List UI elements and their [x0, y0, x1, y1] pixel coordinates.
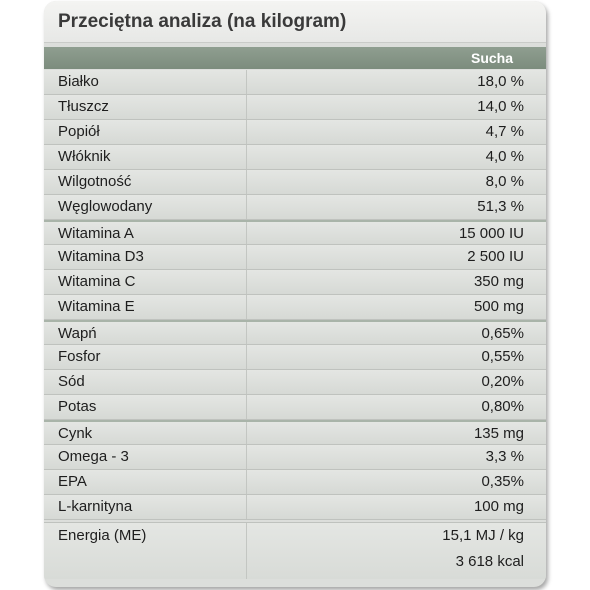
table-row: Witamina C 350 mg — [44, 270, 546, 295]
nutrient-name: Wilgotność — [58, 173, 132, 190]
nutrient-name: Włóknik — [58, 148, 111, 165]
header-name-cell — [44, 47, 246, 69]
nutrient-value: 15 000 IU — [458, 225, 524, 242]
table-row: Popiół 4,7 % — [44, 120, 546, 145]
nutrient-name: Wapń — [58, 325, 97, 342]
nutrient-value: 0,35% — [481, 473, 524, 490]
energy-label: Energia (ME) — [58, 527, 147, 544]
table-row: Białko 18,0 % — [44, 70, 546, 95]
table-row: Cynk 135 mg — [44, 420, 546, 445]
nutrient-name: Popiół — [58, 123, 100, 140]
header-value-cell: Sucha — [470, 50, 513, 66]
nutrient-name: Węglowodany — [58, 198, 153, 215]
table-row: Fosfor 0,55% — [44, 345, 546, 370]
nutrient-value: 135 mg — [473, 425, 524, 442]
table-row: Tłuszcz 14,0 % — [44, 95, 546, 120]
energy-value-kcal: 3 618 kcal — [455, 553, 524, 570]
nutrient-value: 0,65% — [481, 325, 524, 342]
nutrient-name: Fosfor — [58, 348, 101, 365]
nutrient-value: 0,55% — [481, 348, 524, 365]
nutrient-name: Tłuszcz — [58, 98, 109, 115]
nutrient-value: 2 500 IU — [467, 248, 524, 265]
nutrient-name: Białko — [58, 73, 99, 90]
table-row: Wilgotność 8,0 % — [44, 170, 546, 195]
nutrient-name: L-karnityna — [58, 498, 133, 515]
table-row: EPA 0,35% — [44, 470, 546, 495]
nutrient-value: 51,3 % — [477, 198, 524, 215]
table-row: Witamina A 15 000 IU — [44, 220, 546, 245]
nutrient-value: 350 mg — [473, 273, 524, 290]
nutrient-value: 4,7 % — [485, 123, 524, 140]
nutrient-name: EPA — [58, 473, 87, 490]
table-row: Witamina D3 2 500 IU — [44, 245, 546, 270]
energy-value-mj: 15,1 MJ / kg — [442, 527, 524, 544]
nutrient-value: 14,0 % — [477, 98, 524, 115]
table-row: L-karnityna 100 mg — [44, 495, 546, 520]
table-row: Potas 0,80% — [44, 395, 546, 420]
nutrient-name: Sód — [58, 373, 85, 390]
nutrient-value: 18,0 % — [477, 73, 524, 90]
nutrient-value: 8,0 % — [485, 173, 524, 190]
nutrient-name: Omega - 3 — [58, 448, 129, 465]
card-title: Przeciętna analiza (na kilogram) — [44, 1, 546, 43]
nutrient-name: Cynk — [58, 425, 93, 442]
analysis-card: Przeciętna analiza (na kilogram) Sucha B… — [44, 1, 546, 587]
nutrient-value: 0,20% — [481, 373, 524, 390]
nutrient-name: Witamina D3 — [58, 248, 144, 265]
nutrient-table: Białko 18,0 % Tłuszcz 14,0 % Popiół 4,7 % Włók… — [44, 70, 546, 520]
nutrient-value: 0,80% — [481, 398, 524, 415]
table-row: Sód 0,20% — [44, 370, 546, 395]
table-row: Omega - 3 3,3 % — [44, 445, 546, 470]
nutrient-value: 500 mg — [473, 298, 524, 315]
nutrient-name: Witamina A — [58, 225, 134, 242]
table-header: Sucha — [44, 47, 546, 69]
nutrient-name: Witamina C — [58, 273, 136, 290]
nutrient-name: Witamina E — [58, 298, 135, 315]
nutrient-value: 3,3 % — [485, 448, 524, 465]
table-row: Witamina E 500 mg — [44, 295, 546, 320]
energy-row: Energia (ME) 15,1 MJ / kg 3 618 kcal — [44, 522, 546, 579]
nutrient-value: 100 mg — [473, 498, 524, 515]
nutrient-value: 4,0 % — [485, 148, 524, 165]
table-row: Wapń 0,65% — [44, 320, 546, 345]
table-row: Węglowodany 51,3 % — [44, 195, 546, 220]
table-row: Włóknik 4,0 % — [44, 145, 546, 170]
nutrient-name: Potas — [58, 398, 97, 415]
